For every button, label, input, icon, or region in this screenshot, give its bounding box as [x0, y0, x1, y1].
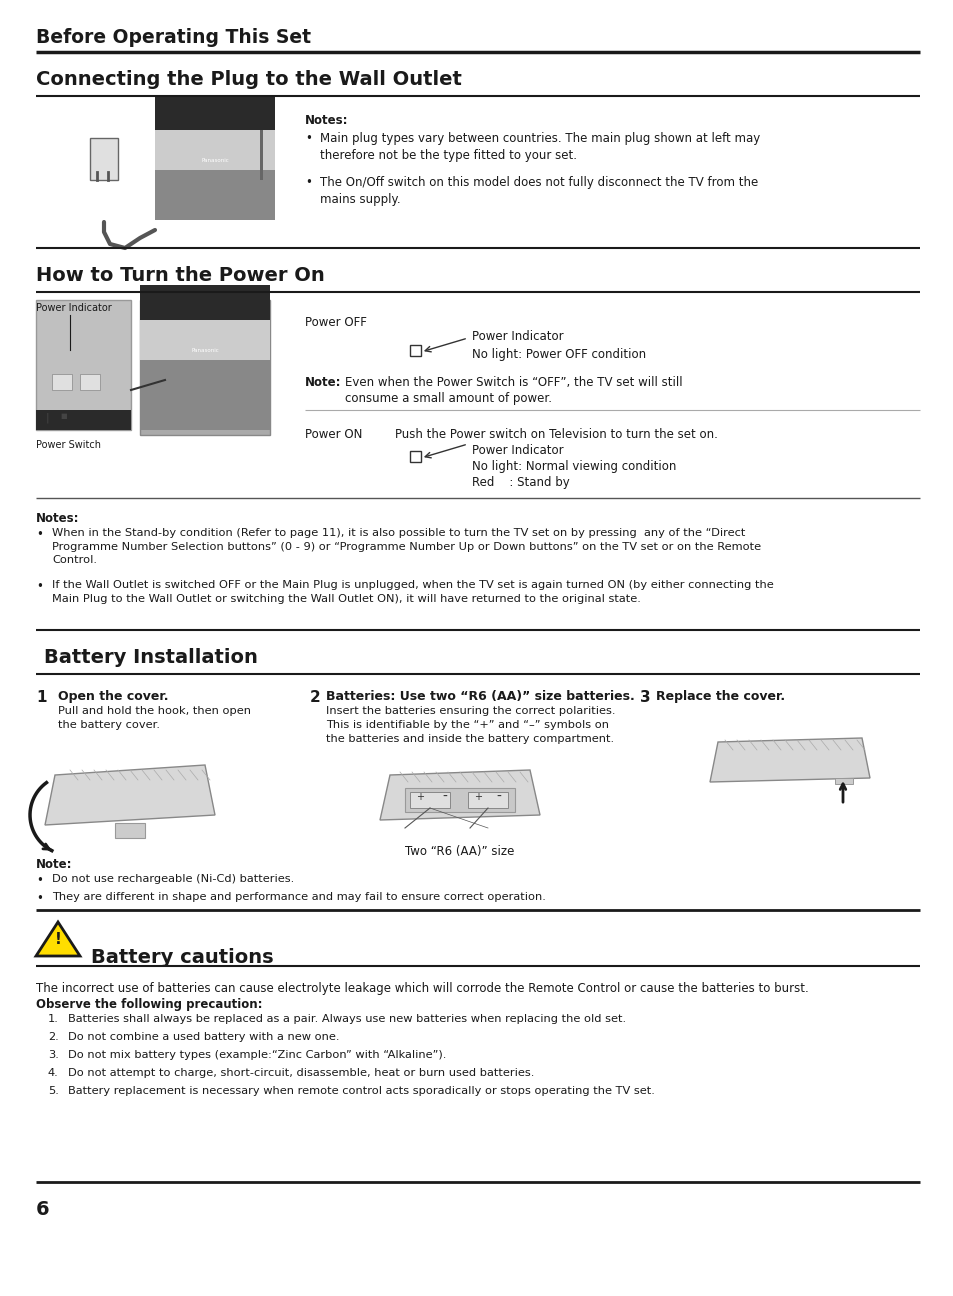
Bar: [36, 410, 131, 430]
Bar: [115, 823, 145, 839]
Text: Do not use rechargeable (Ni-Cd) batteries.: Do not use rechargeable (Ni-Cd) batterie…: [52, 874, 294, 884]
Text: Before Operating This Set: Before Operating This Set: [36, 29, 311, 47]
Bar: [405, 788, 515, 813]
Text: No light: Power OFF condition: No light: Power OFF condition: [472, 349, 645, 362]
Text: 3: 3: [639, 689, 650, 705]
Text: the battery cover.: the battery cover.: [58, 721, 160, 730]
Text: Panasonic: Panasonic: [201, 158, 229, 163]
Text: 1.: 1.: [48, 1013, 59, 1024]
Text: Note:: Note:: [36, 858, 72, 871]
Text: Power Indicator: Power Indicator: [472, 445, 563, 457]
Text: Red    : Stand by: Red : Stand by: [472, 476, 569, 489]
Text: 1: 1: [36, 689, 47, 705]
Text: Insert the batteries ensuring the correct polarities.: Insert the batteries ensuring the correc…: [326, 706, 615, 715]
Text: +: +: [474, 792, 481, 802]
Text: The incorrect use of batteries can cause electrolyte leakage which will corrode : The incorrect use of batteries can cause…: [36, 982, 808, 995]
Text: Power Switch: Power Switch: [36, 441, 101, 450]
Bar: [260, 130, 263, 180]
Text: Note:: Note:: [305, 376, 341, 389]
Bar: [834, 778, 852, 784]
Bar: [410, 451, 420, 461]
Text: Batteries shall always be replaced as a pair. Always use new batteries when repl: Batteries shall always be replaced as a …: [68, 1013, 625, 1024]
Polygon shape: [45, 765, 214, 826]
Text: •: •: [305, 176, 312, 189]
Text: The On/Off switch on this model does not fully disconnect the TV from the
mains : The On/Off switch on this model does not…: [319, 176, 758, 206]
Bar: [154, 95, 274, 130]
Polygon shape: [379, 770, 539, 820]
Text: •: •: [36, 527, 43, 540]
Text: Even when the Power Switch is “OFF”, the TV set will still: Even when the Power Switch is “OFF”, the…: [345, 376, 682, 389]
Text: 3.: 3.: [48, 1050, 59, 1060]
Bar: [410, 792, 450, 807]
Text: Power Indicator: Power Indicator: [36, 303, 112, 314]
Text: 4.: 4.: [48, 1068, 59, 1078]
Text: +: +: [416, 792, 423, 802]
Text: How to Turn the Power On: How to Turn the Power On: [36, 266, 324, 285]
Text: Battery Installation: Battery Installation: [44, 648, 257, 667]
Bar: [90, 137, 118, 180]
Text: consume a small amount of power.: consume a small amount of power.: [345, 391, 552, 404]
Text: Main plug types vary between countries. The main plug shown at left may
therefor: Main plug types vary between countries. …: [319, 132, 760, 162]
Polygon shape: [709, 737, 869, 781]
Text: This is identifiable by the “+” and “–” symbols on: This is identifiable by the “+” and “–” …: [326, 721, 608, 730]
Text: the batteries and inside the battery compartment.: the batteries and inside the battery com…: [326, 734, 614, 744]
Text: Notes:: Notes:: [36, 512, 79, 525]
Polygon shape: [36, 921, 80, 956]
Text: Notes:: Notes:: [305, 114, 348, 127]
Text: Replace the cover.: Replace the cover.: [656, 689, 784, 702]
Text: Battery replacement is necessary when remote control acts sporadically or stops : Battery replacement is necessary when re…: [68, 1086, 654, 1096]
Text: Do not combine a used battery with a new one.: Do not combine a used battery with a new…: [68, 1032, 339, 1042]
Bar: [410, 345, 420, 356]
Bar: [52, 375, 71, 390]
Bar: [140, 299, 270, 435]
Text: |: |: [46, 413, 50, 424]
Bar: [154, 130, 274, 170]
Text: ■: ■: [60, 413, 67, 419]
Text: 2: 2: [310, 689, 320, 705]
Text: !: !: [54, 933, 61, 947]
Text: They are different in shape and performance and may fail to ensure correct opera: They are different in shape and performa…: [52, 892, 545, 902]
Text: Panasonic: Panasonic: [191, 349, 218, 353]
Text: 2.: 2.: [48, 1032, 59, 1042]
Bar: [140, 320, 270, 360]
Text: Power ON: Power ON: [305, 428, 362, 441]
Text: Pull and hold the hook, then open: Pull and hold the hook, then open: [58, 706, 251, 715]
Text: Do not attempt to charge, short-circuit, disassemble, heat or burn used batterie: Do not attempt to charge, short-circuit,…: [68, 1068, 534, 1078]
Bar: [36, 299, 131, 430]
Text: Observe the following precaution:: Observe the following precaution:: [36, 998, 262, 1011]
Bar: [154, 170, 274, 220]
Text: Open the cover.: Open the cover.: [58, 689, 169, 702]
Text: Power Indicator: Power Indicator: [472, 330, 563, 343]
Text: -: -: [496, 791, 500, 804]
Text: Connecting the Plug to the Wall Outlet: Connecting the Plug to the Wall Outlet: [36, 70, 461, 89]
Text: •: •: [305, 132, 312, 145]
Bar: [468, 792, 507, 807]
Bar: [140, 285, 270, 320]
Text: Battery cautions: Battery cautions: [91, 947, 274, 967]
Text: •: •: [36, 581, 43, 594]
Text: -: -: [441, 791, 446, 804]
Text: Push the Power switch on Television to turn the set on.: Push the Power switch on Television to t…: [395, 428, 717, 441]
Text: 6: 6: [36, 1200, 50, 1220]
Bar: [140, 360, 270, 430]
Text: Power OFF: Power OFF: [305, 316, 367, 329]
Text: No light: Normal viewing condition: No light: Normal viewing condition: [472, 460, 676, 473]
Text: Do not mix battery types (example:“Zinc Carbon” with “Alkaline”).: Do not mix battery types (example:“Zinc …: [68, 1050, 446, 1060]
Text: 5.: 5.: [48, 1086, 59, 1096]
Text: If the Wall Outlet is switched OFF or the Main Plug is unplugged, when the TV se: If the Wall Outlet is switched OFF or th…: [52, 581, 773, 604]
Text: Batteries: Use two “R6 (AA)” size batteries.: Batteries: Use two “R6 (AA)” size batter…: [326, 689, 634, 702]
Bar: [80, 375, 100, 390]
Text: •: •: [36, 892, 43, 905]
Bar: [154, 100, 274, 220]
Text: •: •: [36, 874, 43, 886]
Text: When in the Stand-by condition (Refer to page 11), it is also possible to turn t: When in the Stand-by condition (Refer to…: [52, 527, 760, 565]
Text: Two “R6 (AA)” size: Two “R6 (AA)” size: [405, 845, 515, 858]
